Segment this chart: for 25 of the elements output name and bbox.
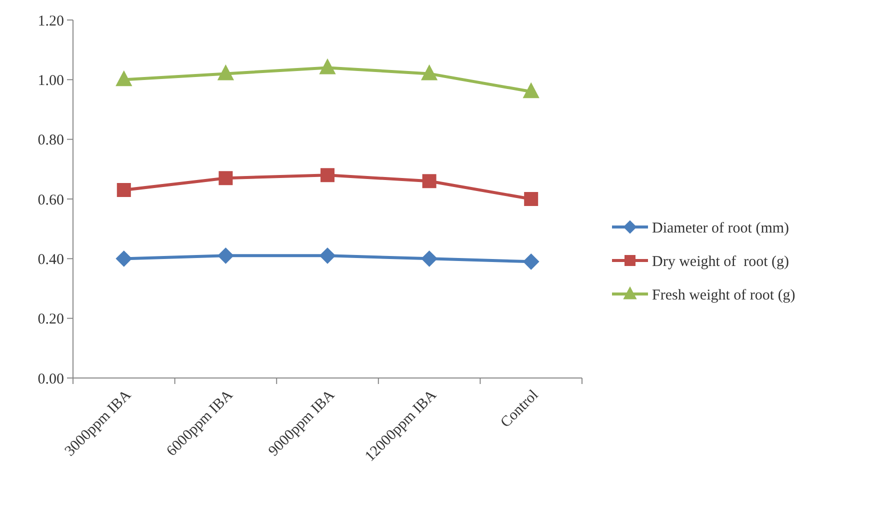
y-tick-label: 1.20 xyxy=(38,13,64,30)
point xyxy=(320,168,334,182)
legend-label: Fresh weight of root (g) xyxy=(652,287,796,304)
y-tick-label: 0.20 xyxy=(38,312,64,328)
y-tick-label: 0.40 xyxy=(38,252,64,268)
point xyxy=(116,70,132,86)
point xyxy=(218,171,233,186)
y-tick-label: 0.00 xyxy=(38,371,64,388)
legend-label: Diameter of root (mm) xyxy=(652,220,790,236)
point xyxy=(320,58,336,74)
point xyxy=(421,64,438,80)
y-tick-label: 1.00 xyxy=(38,72,64,89)
y-tick-label: 0.60 xyxy=(38,192,64,208)
point xyxy=(218,248,234,264)
point xyxy=(524,192,538,206)
point xyxy=(218,64,234,80)
point xyxy=(421,250,438,267)
point xyxy=(422,174,436,188)
point xyxy=(523,254,540,270)
point xyxy=(116,183,131,198)
legend-label: Dry weight of root (g) xyxy=(652,254,790,270)
point xyxy=(320,248,336,264)
point xyxy=(116,250,132,267)
y-tick-label: 0.80 xyxy=(38,132,64,149)
point xyxy=(523,82,540,98)
